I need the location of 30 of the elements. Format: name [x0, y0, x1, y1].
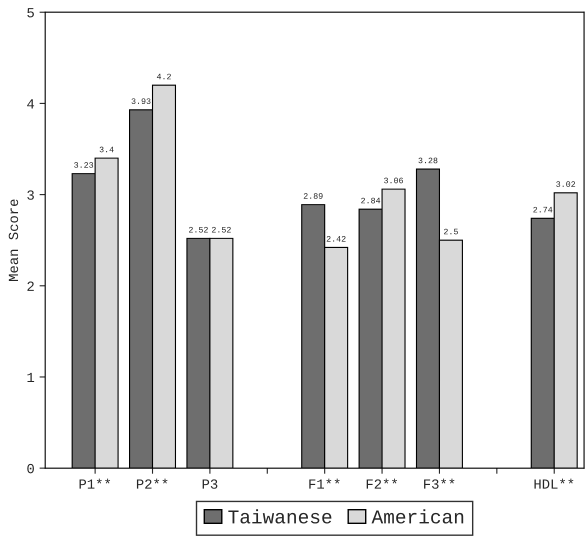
x-tick-label: F2**	[366, 478, 398, 489]
y-tick-label: 3	[27, 190, 34, 200]
data-label: 2.52	[212, 226, 231, 233]
data-label: 2.5	[444, 228, 458, 234]
data-label: 2.89	[304, 193, 323, 199]
x-tick-label: HDL**	[534, 478, 574, 489]
y-tick-label: 4	[27, 99, 34, 108]
y-tick-label: 0	[27, 464, 34, 474]
data-label: 3.06	[384, 178, 403, 184]
y-tick-label: 2	[27, 282, 34, 291]
y-tick-label: 1	[27, 372, 34, 382]
x-tick-label: P3	[202, 479, 218, 489]
data-label: 3.93	[132, 98, 151, 104]
data-label: 2.84	[361, 198, 380, 204]
data-label: 3.4	[100, 146, 114, 152]
legend-label: Taiwanese	[228, 509, 332, 524]
y-tick-label: 5	[27, 8, 34, 18]
data-label: 3.28	[418, 158, 438, 164]
data-label: 3.02	[556, 181, 576, 187]
data-label: 4.2	[156, 74, 171, 80]
x-tick-label: P1**	[80, 478, 110, 489]
legend-label: American	[372, 509, 464, 524]
data-label: 3.23	[74, 162, 94, 168]
x-tick-label: F3**	[424, 478, 454, 489]
x-tick-label: P2**	[136, 478, 168, 489]
data-label: 2.74	[533, 206, 552, 212]
data-label: 2.42	[326, 236, 346, 242]
data-label: 2.52	[189, 226, 208, 233]
y-axis-title: Mean Score	[8, 199, 18, 281]
x-tick-label: F1**	[309, 478, 340, 489]
